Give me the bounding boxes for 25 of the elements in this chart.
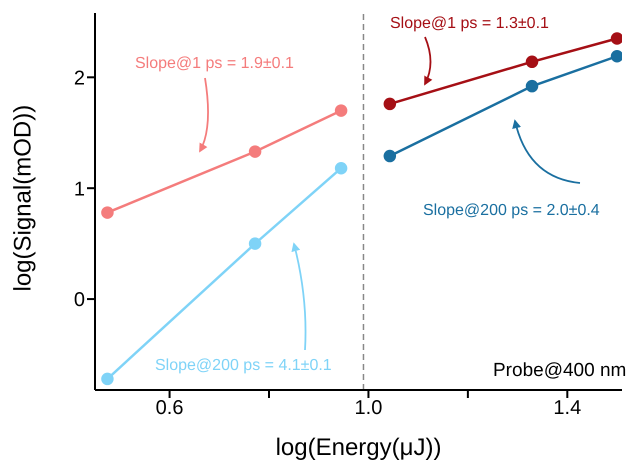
x-axis-title: log(Energy(μJ)) bbox=[276, 434, 442, 461]
point bbox=[610, 32, 622, 45]
point bbox=[526, 56, 538, 68]
annotation: Slope@200 ps = 4.1±0.1 bbox=[155, 357, 332, 375]
point bbox=[384, 150, 396, 162]
annotation: Slope@1 ps = 1.9±0.1 bbox=[135, 55, 294, 73]
point bbox=[101, 372, 114, 386]
y-tick-label: 1 bbox=[74, 178, 85, 200]
point bbox=[248, 145, 262, 158]
x-tick-label: 1.0 bbox=[354, 397, 382, 420]
x-tick-label: 0.6 bbox=[156, 397, 184, 420]
annotation: Slope@200 ps = 2.0±0.4 bbox=[423, 202, 600, 220]
point bbox=[526, 80, 538, 92]
y-tick-label: 2 bbox=[74, 67, 85, 90]
point bbox=[334, 162, 348, 174]
point bbox=[101, 206, 114, 219]
point bbox=[334, 104, 348, 117]
point bbox=[248, 237, 262, 250]
x-tick-label: 1.4 bbox=[553, 397, 582, 420]
y-axis-title: log(Signal(mOD)) bbox=[10, 104, 37, 292]
point bbox=[610, 50, 622, 62]
annotation: Slope@1 ps = 1.3±0.1 bbox=[390, 15, 549, 33]
point bbox=[384, 98, 396, 110]
y-tick-label: 0 bbox=[74, 289, 85, 312]
annotation: Probe@400 nm bbox=[493, 360, 626, 382]
